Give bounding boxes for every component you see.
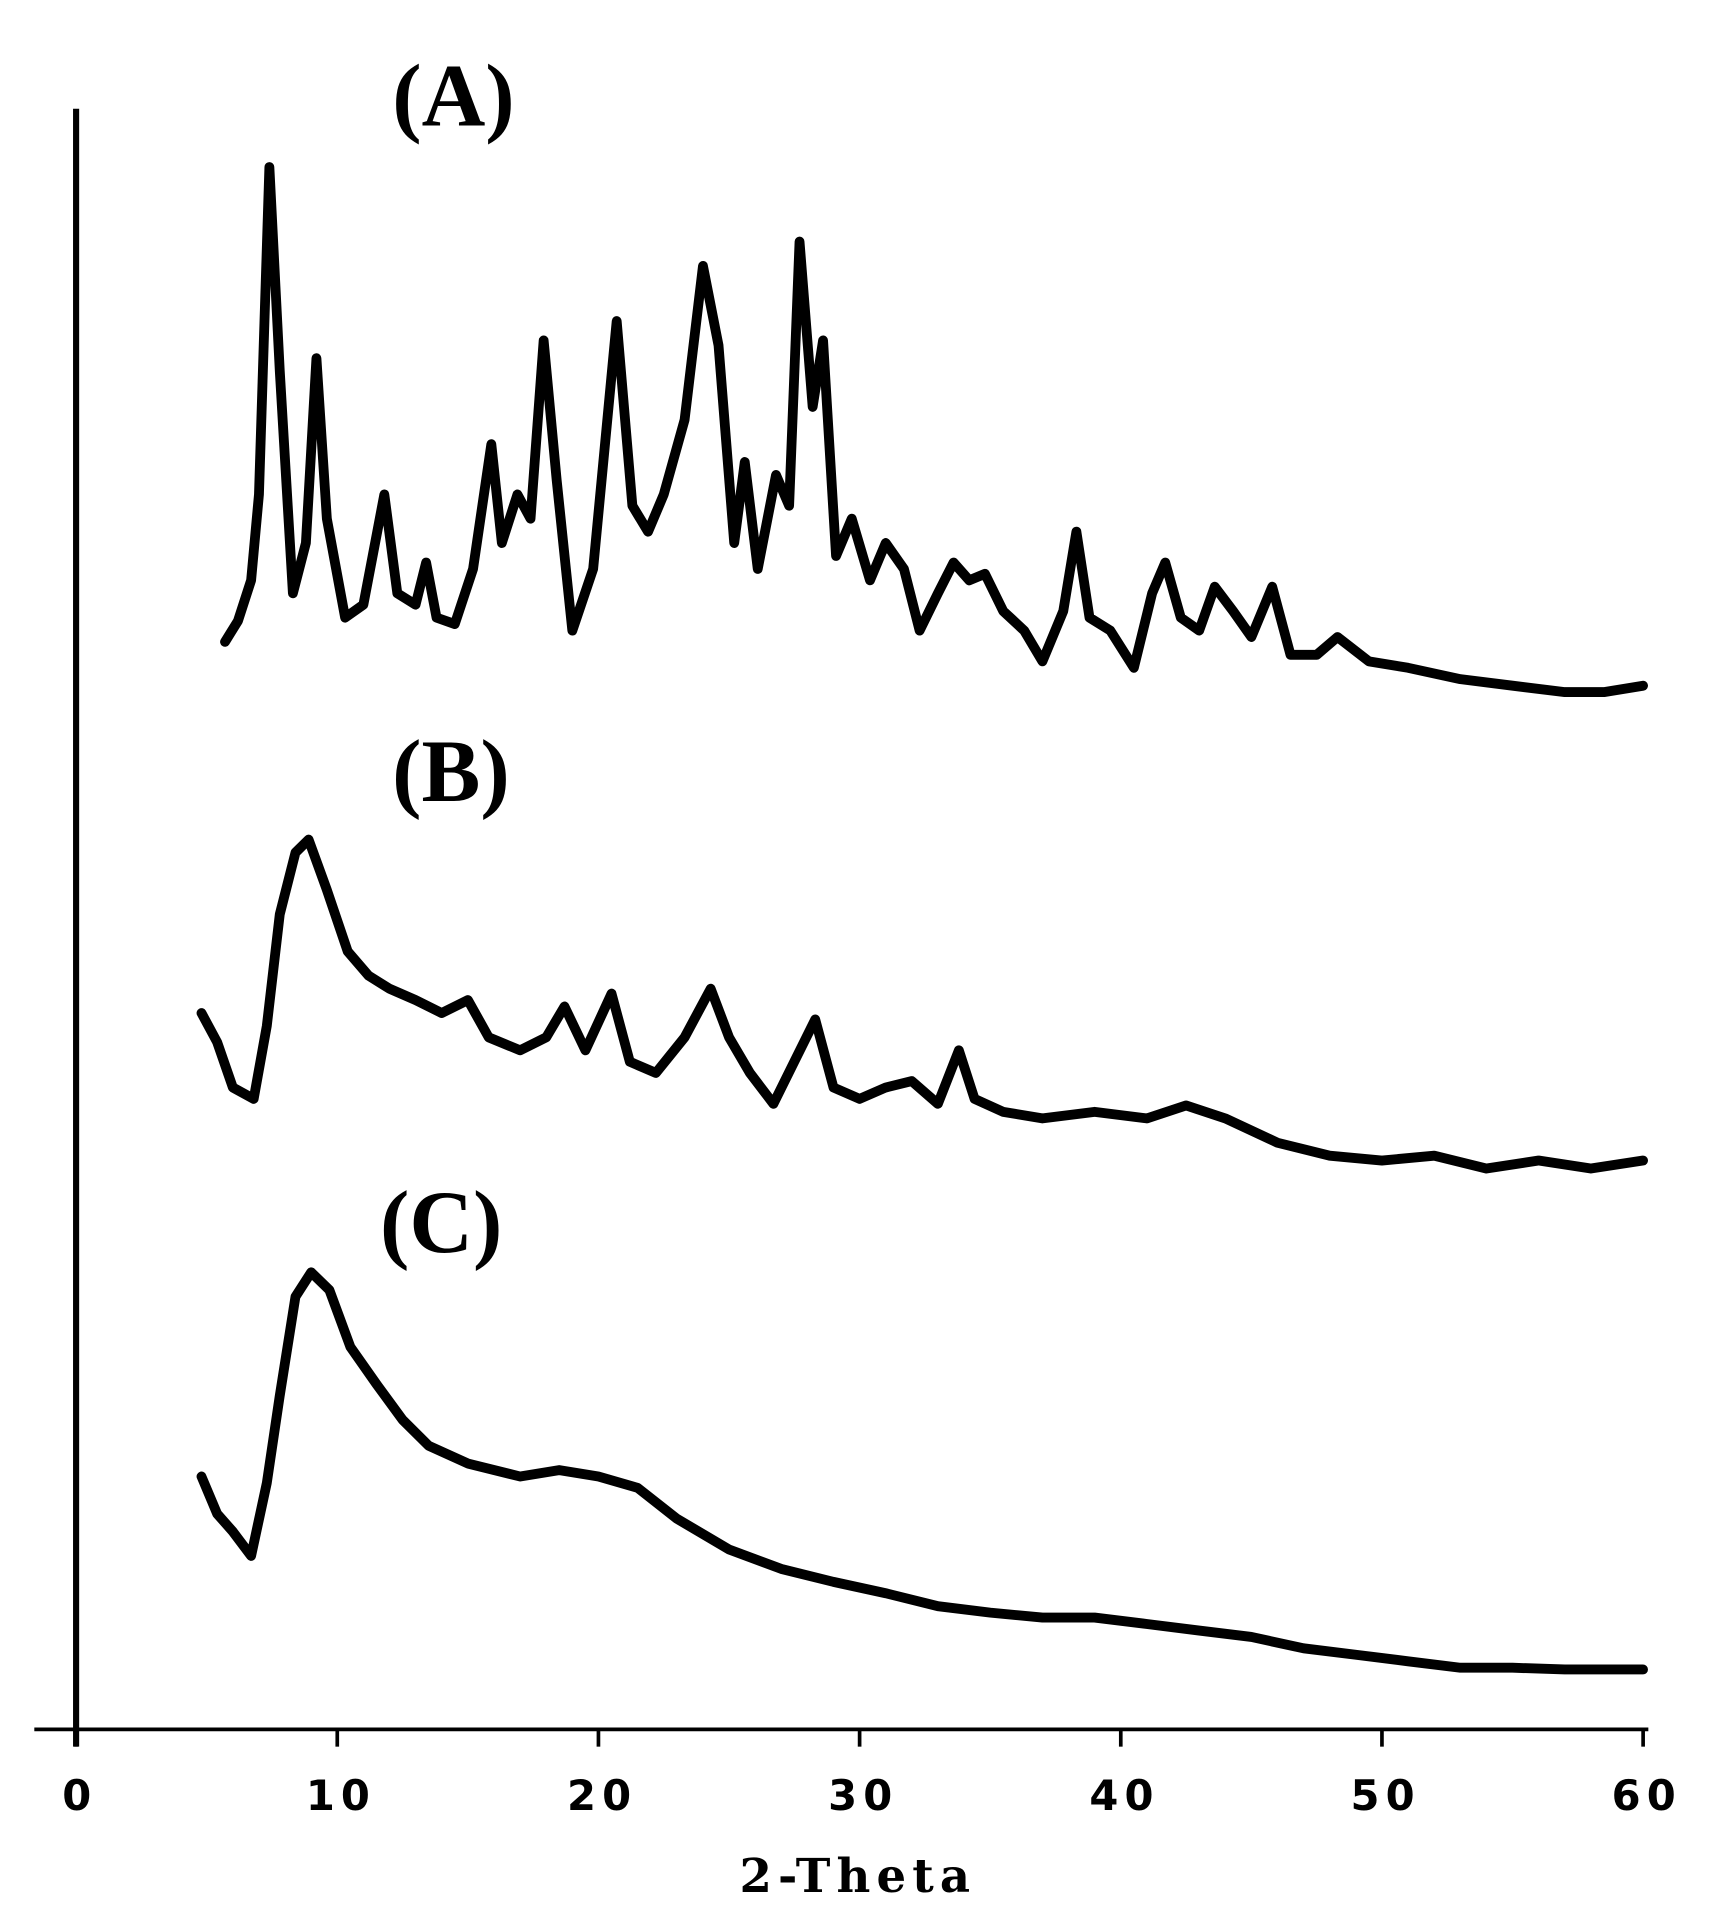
x-tick-label: 30 — [828, 1771, 898, 1820]
xrd-trace — [220, 162, 1648, 698]
x-tick-label: 0 — [62, 1771, 97, 1820]
xrd-trace — [196, 1267, 1648, 1675]
x-tick-label: 60 — [1612, 1771, 1682, 1820]
series-label: (B) — [392, 723, 510, 821]
x-tick-label: 10 — [306, 1771, 376, 1820]
x-tick-label: 20 — [567, 1771, 637, 1820]
series-label: (A) — [392, 47, 514, 145]
series-label: (C) — [380, 1174, 502, 1272]
xrd-trace — [196, 834, 1648, 1174]
x-tick-label: 50 — [1351, 1771, 1421, 1820]
x-tick-label: 40 — [1089, 1771, 1159, 1820]
x-axis-label: 2-Theta — [740, 1849, 977, 1904]
